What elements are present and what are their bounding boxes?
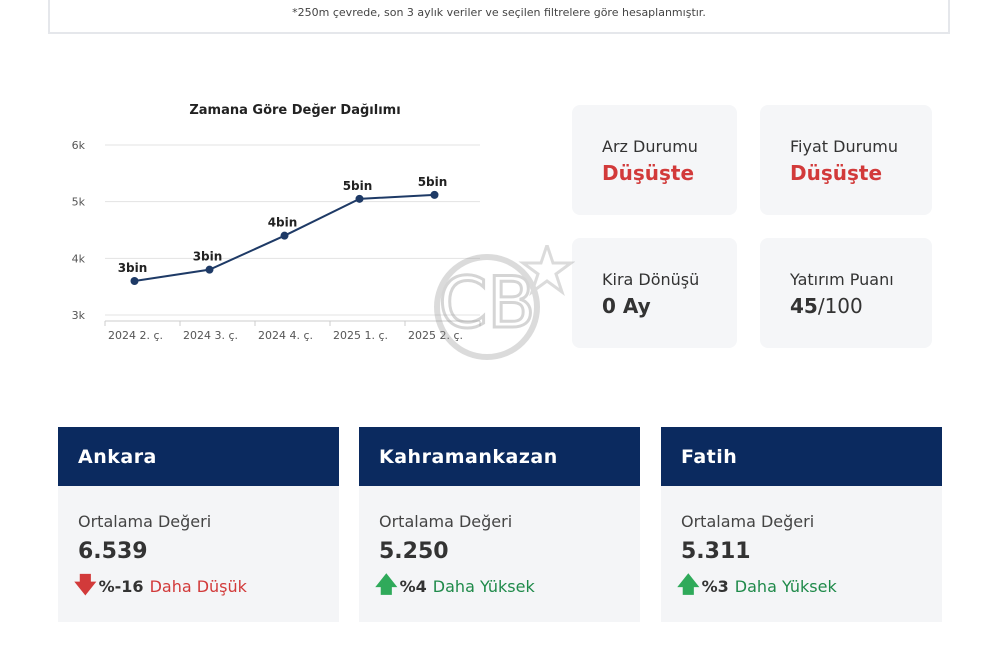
change-indicator: 🡇 %-16 Daha Düşük	[74, 575, 247, 597]
region-card-ankara: Ankara Ortalama Değeri 6.539 🡇 %-16 Daha…	[58, 427, 339, 622]
value-timeline-chart: 3k 4k 5k 6k 2024 2. ç. 2024 3. ç. 2024 4. ç. 20…	[72, 139, 481, 342]
region-name: Kahramankazan	[359, 427, 640, 486]
investment-score-card: Yatırım Puanı 45/100	[760, 238, 932, 348]
stat-label: Kira Dönüşü	[602, 270, 700, 289]
change-direction: Daha Yüksek	[734, 576, 837, 596]
data-point	[130, 277, 139, 285]
score-value: 45	[790, 294, 818, 318]
region-card-kahramankazan: Kahramankazan Ortalama Değeri 5.250 🡅 %4…	[359, 427, 640, 622]
avg-value: 5.250	[379, 539, 449, 564]
stat-value: Düşüşte	[602, 161, 695, 185]
data-point	[355, 194, 364, 203]
x-tick-label: 2024 3. ç.	[183, 329, 238, 342]
score-suffix: /100	[817, 294, 863, 318]
stat-label: Fiyat Durumu	[790, 137, 899, 156]
y-tick-label: 5k	[72, 196, 86, 209]
region-name: Ankara	[58, 427, 339, 486]
change-percent: %4	[399, 576, 427, 596]
data-point	[280, 231, 289, 240]
x-tick-label: 2024 4. ç.	[258, 329, 313, 342]
avg-value: 6.539	[78, 539, 148, 564]
y-tick-label: 3k	[72, 309, 86, 322]
change-percent: %-16	[98, 576, 144, 596]
rent-return-card: Kira Dönüşü 0 Ay	[572, 238, 737, 348]
down-arrow-icon: 🡇	[74, 573, 97, 598]
calculation-note: *250m çevrede, son 3 aylık veriler ve se…	[292, 6, 706, 19]
change-direction: Daha Yüksek	[432, 576, 535, 596]
change-indicator: 🡅 %4 Daha Yüksek	[375, 575, 535, 597]
change-percent: %3	[701, 576, 729, 596]
stat-value: 0 Ay	[602, 294, 651, 318]
stat-label: Yatırım Puanı	[790, 270, 894, 289]
data-label: 5bin	[343, 179, 373, 193]
data-label: 3bin	[193, 250, 223, 264]
x-tick-label: 2024 2. ç.	[108, 329, 163, 342]
stat-value: 45/100	[790, 294, 863, 318]
data-label: 5bin	[418, 175, 448, 189]
info-box: *250m çevrede, son 3 aylık veriler ve se…	[48, 0, 950, 34]
up-arrow-icon: 🡅	[677, 573, 700, 598]
region-name: Fatih	[661, 427, 942, 486]
stat-value: Düşüşte	[790, 161, 883, 185]
x-tick-label: 2025 1. ç.	[333, 329, 388, 342]
y-tick-label: 6k	[72, 139, 86, 152]
price-status-card: Fiyat Durumu Düşüşte	[760, 105, 932, 215]
data-point	[430, 190, 439, 199]
supply-status-card: Arz Durumu Düşüşte	[572, 105, 737, 215]
change-direction: Daha Düşük	[149, 576, 247, 596]
up-arrow-icon: 🡅	[375, 573, 398, 598]
stat-label: Arz Durumu	[602, 137, 698, 156]
x-tick-label: 2025 2. ç.	[408, 329, 463, 342]
data-label: 3bin	[118, 261, 148, 275]
chart-title: Zamana Göre Değer Dağılımı	[189, 103, 401, 118]
region-card-fatih: Fatih Ortalama Değeri 5.311 🡅 %3 Daha Yü…	[661, 427, 942, 622]
y-tick-label: 4k	[72, 252, 86, 265]
avg-label: Ortalama Değeri	[78, 512, 212, 531]
change-indicator: 🡅 %3 Daha Yüksek	[677, 575, 837, 597]
data-point	[205, 265, 214, 274]
data-label: 4bin	[268, 216, 298, 230]
avg-label: Ortalama Değeri	[379, 512, 513, 531]
avg-value: 5.311	[681, 539, 751, 564]
avg-label: Ortalama Değeri	[681, 512, 815, 531]
